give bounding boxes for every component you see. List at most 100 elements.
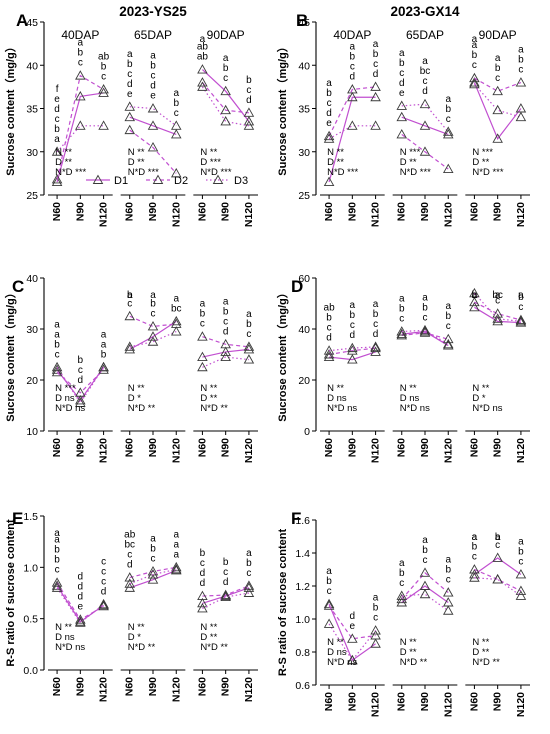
anova-stat: N*D ** [200,642,228,653]
x-tick-label: N60 [124,438,136,457]
x-tick-label: N120 [243,202,255,227]
significance-letter: a [54,134,60,145]
data-point-D2 [442,163,454,174]
data-point-D2 [220,338,231,349]
series-line-D1 [474,557,522,575]
significance-letter: a [246,548,252,559]
significance-letter: b [399,304,405,315]
anova-stat: D ** [55,157,72,168]
significance-letter: b [127,59,133,70]
significance-letter: d [326,333,332,344]
anova-stat: N*D *** [200,167,231,178]
data-point-D2 [147,321,159,331]
data-point-D1 [492,315,503,326]
anova-stat: N ** [327,383,344,394]
significance-letter: ab [324,303,336,314]
data-point-D1 [323,176,335,186]
series-line-D1 [473,82,522,140]
data-point-D1 [492,133,503,143]
data-point-D1 [419,326,431,336]
data-point-D1 [124,111,136,122]
significance-letter: d [399,78,405,89]
significance-letter: a [200,34,206,45]
significance-letter: a [246,309,252,320]
significance-letter: e [326,118,332,129]
anova-stat: N ** [472,383,489,394]
data-point-D3 [243,587,255,597]
significance-letter: a [373,593,379,604]
y-tick-label: 40 [26,60,38,72]
data-point-D2 [170,167,182,178]
x-tick-label: N120 [515,202,527,227]
significance-letter: d [350,611,356,622]
significance-letter: c [399,68,404,79]
panel-title: 2023-GX14 [390,4,460,19]
data-point-D3 [51,582,63,592]
significance-letter: c [78,365,83,376]
significance-letter: a [399,294,405,305]
data-point-D3 [147,569,159,579]
data-point-D1 [147,120,159,130]
y-tick-label: 40 [298,324,310,336]
data-point-D1 [170,564,182,575]
data-point-D2 [323,600,335,610]
data-point-D3 [147,103,159,113]
significance-letter: c [101,556,106,567]
anova-stat: D ** [400,157,417,168]
significance-letter: b [399,58,405,69]
anova-stat: N*D ** [472,657,500,668]
series-line-D1 [202,587,250,604]
significance-letter: a [173,529,179,540]
significance-letter: c [350,61,355,72]
x-tick-label: N90 [419,202,431,221]
data-point-D3 [75,120,86,130]
data-point-D2 [396,129,408,139]
data-point-D3 [419,324,431,335]
x-tick-label: N120 [98,677,110,702]
significance-letter: d [246,95,252,106]
data-point-D1 [170,129,182,139]
x-tick-label: N90 [147,677,159,696]
significance-letter: d [78,572,84,583]
significance-letter: a [350,300,356,311]
data-point-D3 [442,605,454,615]
significance-letter: c [151,308,156,319]
data-point-D2 [492,85,503,96]
significance-letter: b [445,104,451,115]
series-line-D2 [401,332,449,340]
data-point-D3 [98,120,109,130]
x-tick-label: N60 [323,202,335,221]
y-tick-label: 45 [26,17,38,29]
data-point-D1 [243,582,255,592]
anova-stat: N *** [400,147,421,158]
data-point-D2 [515,77,527,87]
legend-label-D1: D1 [114,175,128,187]
legend-marker-D1 [92,174,104,184]
significance-letter: b [246,558,252,569]
significance-letter: d [127,560,133,571]
data-point-D3 [197,361,208,372]
significance-letter: b [472,542,478,553]
anova-stat: D * [128,393,142,404]
data-point-D3 [396,100,408,110]
significance-letter: b [399,568,405,579]
series-line-D3 [328,125,376,140]
data-point-D3 [515,590,527,600]
data-point-D3 [220,591,231,602]
significance-letter: b [445,565,451,576]
series-line-D2 [401,571,449,600]
series-line-D2 [129,315,177,328]
data-point-D2 [75,70,86,80]
group-label: 65DAP [134,28,172,42]
significance-letter: bc [420,66,431,77]
data-point-D3 [98,598,109,609]
data-point-D2 [170,561,182,572]
series-line-D3 [201,86,250,127]
x-tick-label: N120 [370,438,382,463]
legend-marker-D3 [212,174,224,184]
significance-letter: a [422,292,428,303]
series-line-D2 [328,605,376,640]
x-tick-label: N120 [170,438,182,463]
panel-title: 2023-YS25 [119,4,187,19]
anova-stat: N ** [55,622,72,633]
